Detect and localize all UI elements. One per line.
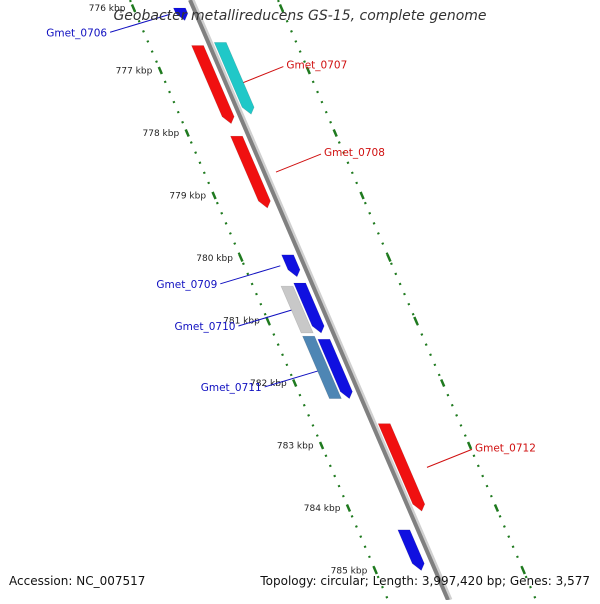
gene-feature-gmet-0708 xyxy=(230,135,271,209)
gene-feature-gmet-0707 xyxy=(191,45,235,125)
kbp-tick-mark xyxy=(278,4,285,12)
gene-label-leader xyxy=(238,66,284,86)
gene-label: Gmet_0707 xyxy=(286,60,347,72)
genome-backbone xyxy=(188,0,450,601)
kbp-tick-mark xyxy=(211,191,217,200)
feature-block xyxy=(280,285,314,334)
gene-label-leader xyxy=(109,13,171,33)
kbp-tick-mark xyxy=(332,129,338,137)
gene-label: Gmet_0710 xyxy=(175,321,236,333)
gene-label-leader xyxy=(275,153,322,173)
kbp-tick-label: 785 kbp xyxy=(331,567,368,577)
kbp-tick-label: 778 kbp xyxy=(143,129,180,139)
gene-label-leader xyxy=(220,265,281,285)
gene-label: Gmet_0706 xyxy=(46,27,107,39)
map-title: Geobacter metallireducens GS-15, complet… xyxy=(113,8,487,24)
kbp-tick-mark xyxy=(413,316,419,325)
feature-block xyxy=(213,42,255,115)
feature-block xyxy=(302,335,342,399)
gene-feature-gmet-0706 xyxy=(172,7,189,21)
gene-feature-gmet-0712 xyxy=(377,423,426,512)
kbp-tick-label: 780 kbp xyxy=(196,254,233,264)
accession-text: Accession: NC_007517 xyxy=(9,574,146,588)
kbp-tick-mark xyxy=(157,66,163,75)
gene-feature-gmet-0711 xyxy=(317,338,353,400)
kbp-tick-label: 777 kbp xyxy=(116,67,153,77)
kbp-tick-mark xyxy=(292,379,298,387)
kbp-tick-label: 782 kbp xyxy=(250,379,287,389)
gene-label-leader xyxy=(238,307,299,327)
kbp-tick-mark xyxy=(359,191,365,200)
kbp-tick-mark xyxy=(305,66,311,75)
kbp-tick-mark xyxy=(318,441,325,450)
gene-label: Gmet_0711 xyxy=(201,382,262,394)
kbp-tick-mark xyxy=(265,316,271,325)
kbp-tick-label: 784 kbp xyxy=(304,504,341,514)
gene-label: Gmet_0708 xyxy=(324,147,385,159)
kbp-tick-mark xyxy=(372,566,378,575)
gene-feature-gmet-0709 xyxy=(281,254,301,278)
kbp-tick-mark xyxy=(130,4,137,12)
genome-summary-text: Topology: circular; Length: 3,997,420 bp… xyxy=(260,574,590,588)
left-ruler-line xyxy=(128,0,391,604)
gene-label: Gmet_0712 xyxy=(475,442,536,454)
feature-block xyxy=(397,529,425,571)
kbp-tick-mark xyxy=(440,379,446,387)
gene-label-leader xyxy=(264,368,325,388)
kbp-tick-mark xyxy=(238,254,244,262)
gene-label: Gmet_0709 xyxy=(156,279,217,291)
kbp-tick-mark xyxy=(386,254,392,262)
gene-label-leader xyxy=(426,448,473,468)
kbp-tick-mark xyxy=(345,504,352,512)
kbp-tick-mark xyxy=(520,566,526,575)
gene-feature-gmet-0710 xyxy=(293,282,325,334)
kbp-tick-label: 781 kbp xyxy=(223,317,260,327)
kbp-tick-label: 776 kbp xyxy=(89,4,126,14)
kbp-tick-mark xyxy=(184,129,190,137)
kbp-tick-mark xyxy=(466,441,473,450)
kbp-tick-label: 779 kbp xyxy=(169,192,206,202)
kbp-tick-mark xyxy=(493,504,500,512)
kbp-tick-label: 783 kbp xyxy=(277,442,314,452)
